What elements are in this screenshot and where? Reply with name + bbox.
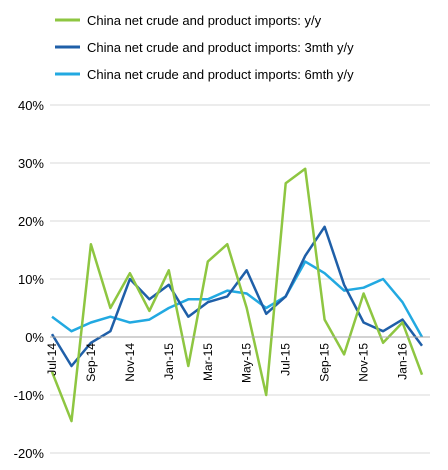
y-tick-label-4: 20% xyxy=(18,214,44,229)
x-tick-label-7: Sep-15 xyxy=(318,343,332,382)
y-tick-label-6: 40% xyxy=(18,98,44,113)
y-tick-label-5: 30% xyxy=(18,156,44,171)
x-tick-label-0: Jul-14 xyxy=(45,343,59,376)
series-line-1 xyxy=(50,225,424,368)
y-tick-label-2: 0% xyxy=(25,330,44,345)
x-tick-label-9: Jan-16 xyxy=(396,343,410,380)
x-tick-label-6: Jul-15 xyxy=(279,343,293,376)
series-line-2 xyxy=(51,260,424,338)
x-tick-label-2: Nov-14 xyxy=(123,343,137,382)
legend-label-0: China net crude and product imports: y/y xyxy=(87,13,322,28)
y-axis-ticks: -20% -10% 0% 10% 20% 30% 40% xyxy=(14,98,45,461)
y-tick-label-3: 10% xyxy=(18,272,44,287)
series-lines xyxy=(50,167,424,423)
x-tick-label-5: May-15 xyxy=(240,343,254,383)
x-tick-label-4: Mar-15 xyxy=(201,343,215,381)
legend-label-2: China net crude and product imports: 6mt… xyxy=(87,67,354,82)
x-tick-label-3: Jan-15 xyxy=(162,343,176,380)
y-tick-label-1: -10% xyxy=(14,388,45,403)
legend-label-1: China net crude and product imports: 3mt… xyxy=(87,40,354,55)
y-tick-label-0: -20% xyxy=(14,446,45,461)
x-tick-label-8: Nov-15 xyxy=(357,343,371,382)
legend: China net crude and product imports: y/y… xyxy=(55,13,354,82)
series-line-0 xyxy=(50,167,424,423)
x-tick-label-1: Sep-14 xyxy=(84,343,98,382)
x-axis: Jul-14 Sep-14 Nov-14 Jan-15 Mar-15 May-15 Jul-… xyxy=(45,336,430,383)
